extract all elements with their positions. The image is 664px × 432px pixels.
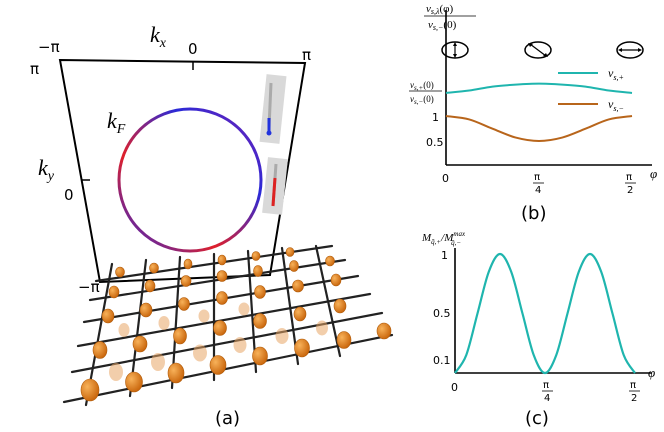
ky-tick-min: −π xyxy=(78,278,100,296)
velocity-inset-red xyxy=(262,157,288,215)
kx-tick-min: −π xyxy=(38,38,60,56)
fermi-surface-ring xyxy=(117,107,263,253)
velocity-inset-blue xyxy=(259,74,287,144)
panel-c-y-tick-01: 0.1 xyxy=(433,354,451,367)
polarization-glyph-0 xyxy=(441,41,469,59)
series-line-m xyxy=(454,252,636,375)
kx-tick-max: π xyxy=(302,46,311,64)
panel-b-x-tick-pi2-num: π xyxy=(626,172,632,183)
lattice-atoms xyxy=(80,247,392,402)
ky-tick-zero: 0 xyxy=(64,186,74,204)
ky-axis-label: ky xyxy=(38,155,55,184)
panel-c-y-tick-05: 0.5 xyxy=(433,307,451,320)
panel-b-x-tick-pi4-num: π xyxy=(534,172,540,183)
panel-b-label: (b) xyxy=(521,203,546,224)
panel-a: kx −π 0 π ky π 0 −π kF xyxy=(30,22,394,429)
panel-c-y-tick-1: 1 xyxy=(441,249,448,262)
kx-tick-zero: 0 xyxy=(188,40,198,58)
panel-c-x-tick-pi2-num: π xyxy=(630,380,636,391)
panel-c-y-title: Mq̄,+/Mmax q̄,− xyxy=(421,230,466,247)
svg-text:vs,−(0): vs,−(0) xyxy=(410,94,434,106)
panel-c: Mq̄,+/Mmax q̄,− φ 1 0.5 0.1 0 π 4 π 2 (c) xyxy=(421,230,655,429)
panel-b-x-tick-pi2-den: 2 xyxy=(627,185,633,196)
panel-c-x-tick-pi4-num: π xyxy=(543,380,549,391)
panel-c-x-var: φ xyxy=(648,365,655,380)
panel-b: vs,λ(φ) vs,−(0) φ vs,+(0) vs,−(0) xyxy=(409,3,657,224)
panel-b-y-tick-ratio: vs,+(0) vs,−(0) xyxy=(409,80,442,106)
ky-tick-max: π xyxy=(30,60,39,78)
panel-b-y-tick-05: 0.5 xyxy=(426,136,444,149)
panel-b-y-title: vs,λ(φ) vs,−(0) xyxy=(424,3,476,32)
svg-text:vs,−(0): vs,−(0) xyxy=(428,19,457,32)
kx-axis-label: kx xyxy=(150,22,167,51)
panel-c-x-tick-pi4-den: 4 xyxy=(544,393,550,404)
series-line-v-minus xyxy=(445,115,633,142)
panel-b-x-tick-0: 0 xyxy=(442,172,449,185)
series-line-v-plus xyxy=(445,82,633,94)
polarization-glyph-pi2 xyxy=(616,41,644,59)
svg-text:vs,λ(φ): vs,λ(φ) xyxy=(426,3,453,16)
panel-b-x-tick-pi4-den: 4 xyxy=(535,185,541,196)
fermi-label: kF xyxy=(107,108,126,137)
lattice-atoms-shadow xyxy=(109,302,328,381)
panel-b-y-tick-1: 1 xyxy=(432,111,439,124)
legend-label-v-plus: vs,+ xyxy=(608,66,624,82)
svg-text:vs,+(0): vs,+(0) xyxy=(410,80,434,92)
panel-c-x-tick-0: 0 xyxy=(451,381,458,394)
panel-a-label: (a) xyxy=(215,408,240,429)
polarization-glyph-pi4 xyxy=(524,41,552,59)
legend-label-v-minus: vs,− xyxy=(608,97,624,113)
panel-b-x-var: φ xyxy=(650,166,657,181)
panel-c-label: (c) xyxy=(525,408,549,429)
panel-c-x-tick-pi2-den: 2 xyxy=(631,393,637,404)
